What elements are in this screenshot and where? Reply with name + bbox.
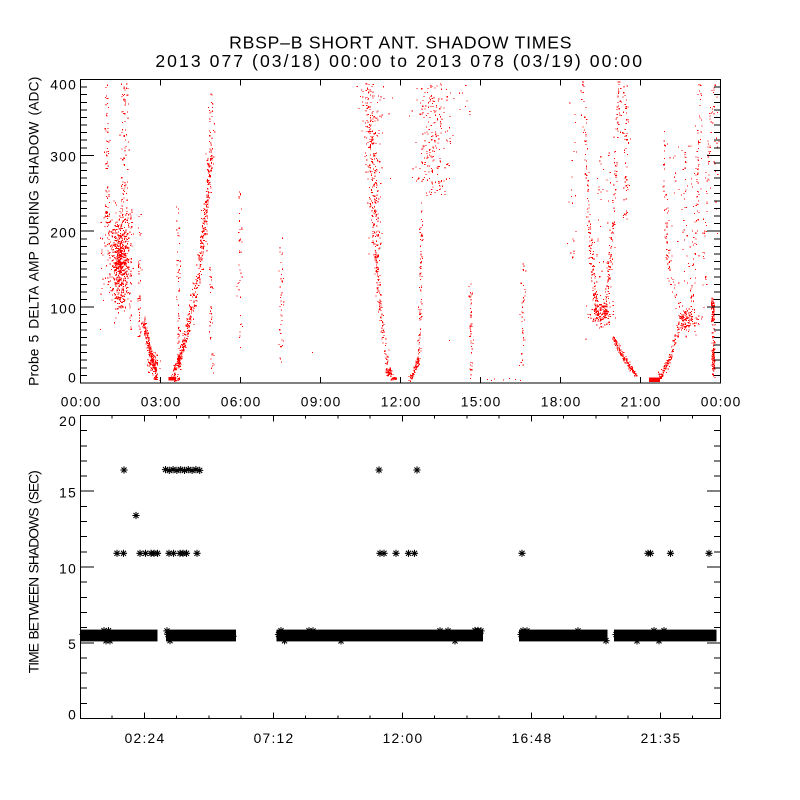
svg-text:16:48: 16:48 (512, 731, 553, 746)
svg-text:21:35: 21:35 (641, 731, 682, 746)
svg-text:20: 20 (59, 414, 77, 429)
svg-text:02:24: 02:24 (125, 731, 166, 746)
svg-text:5: 5 (68, 637, 77, 652)
svg-text:TIME BETWEEN SHADOWS (SEC): TIME BETWEEN SHADOWS (SEC) (27, 471, 42, 673)
svg-text:Probe 5 DELTA AMP DURING SHADO: Probe 5 DELTA AMP DURING SHADOW (ADC) (27, 77, 42, 386)
svg-text:400: 400 (50, 78, 77, 93)
svg-text:00:00: 00:00 (61, 395, 102, 410)
svg-text:0: 0 (68, 370, 77, 385)
svg-text:0: 0 (68, 708, 77, 723)
svg-text:06:00: 06:00 (221, 395, 262, 410)
svg-text:12:00: 12:00 (381, 395, 422, 410)
svg-text:200: 200 (50, 226, 77, 241)
svg-text:07:12: 07:12 (254, 731, 295, 746)
svg-text:300: 300 (50, 150, 77, 165)
svg-text:03:00: 03:00 (141, 395, 182, 410)
svg-text:2013 077 (03/18) 00:00 to 2013: 2013 077 (03/18) 00:00 to 2013 078 (03/1… (155, 51, 644, 71)
svg-text:15:00: 15:00 (461, 395, 502, 410)
svg-text:10: 10 (59, 561, 77, 576)
svg-text:09:00: 09:00 (301, 395, 342, 410)
svg-text:18:00: 18:00 (541, 395, 582, 410)
svg-text:100: 100 (50, 301, 77, 316)
svg-text:12:00: 12:00 (383, 731, 424, 746)
svg-text:15: 15 (59, 486, 77, 501)
svg-text:21:00: 21:00 (621, 395, 662, 410)
svg-text:00:00: 00:00 (701, 395, 742, 410)
svg-text:RBSP–B SHORT ANT. SHADOW TIMES: RBSP–B SHORT ANT. SHADOW TIMES (229, 32, 572, 52)
